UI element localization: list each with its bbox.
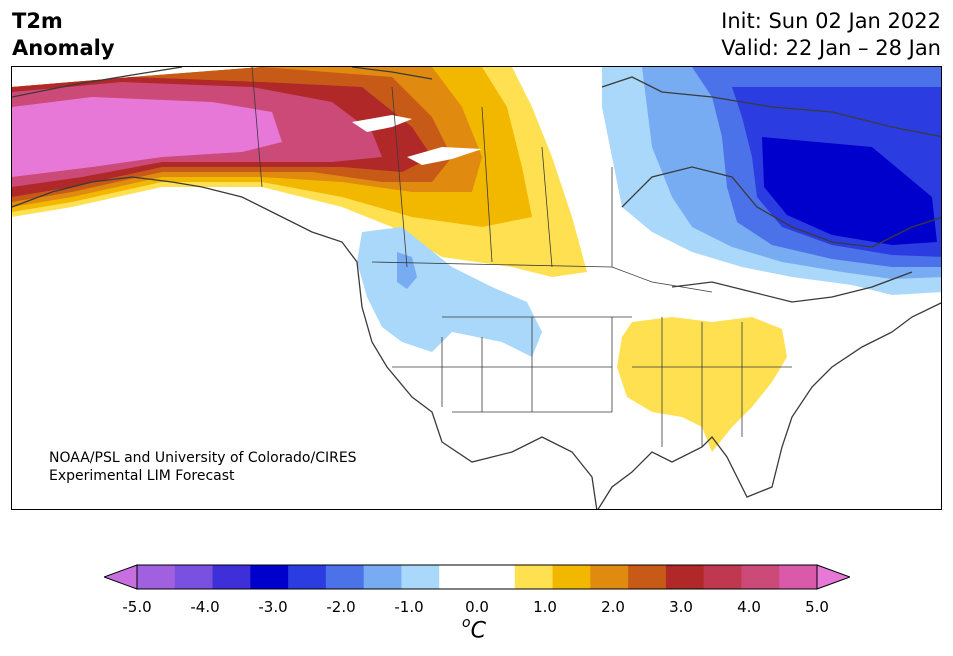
init-date: Init: Sun 02 Jan 2022 [721,9,941,33]
colorbar-cell [325,565,365,589]
colorbar-cell [703,565,742,589]
colorbar-cell [741,565,780,589]
colorbar-tick-label: -2.0 [326,598,356,616]
unit-celsius: C [470,618,486,644]
colorbar-left-arrow [104,564,138,590]
colorbar-cell [439,565,478,589]
cold-area-northwest-core [397,252,417,289]
colorbar-tick-label: 3.0 [669,598,693,616]
unit-degree: o [462,615,471,631]
colorbar-cell [552,565,591,589]
coastlines [12,67,941,509]
colorbar-cell [628,565,667,589]
colorbar-tick-label: -3.0 [258,598,288,616]
great-bear-lake [352,115,412,132]
colorbar-cell [250,565,289,589]
credit-line-1: NOAA/PSL and University of Colorado/CIRE… [49,450,357,466]
colorbar-cell [363,565,402,589]
colorbar-cell [590,565,629,589]
colorbar-tick-label: -1.0 [394,598,424,616]
colorbar-cell [477,565,516,589]
valid-range: Valid: 22 Jan – 28 Jan [721,36,941,60]
colorbar-tick-label: 2.0 [601,598,625,616]
cold-area-northeast-peak [762,137,937,245]
colorbar-tick-label: -4.0 [190,598,220,616]
colorbar-cell [174,565,214,589]
colorbar-cell [137,565,176,589]
colorbar-tick-label: 1.0 [533,598,557,616]
colorbar-right-arrow [816,564,850,590]
colorbar-tick-label: -5.0 [122,598,152,616]
map-canvas [12,67,941,509]
map-title: T2m Anomaly [12,8,115,62]
credit-text: NOAA/PSL and University of Colorado/CIRE… [49,449,357,485]
colorbar-tick-label: 4.0 [737,598,761,616]
colorbar-cell [212,565,251,589]
colorbar-cell [665,565,705,589]
colorbar-cell [288,565,327,589]
colorbar-cell [401,565,440,589]
colorbar-tick-label: 0.0 [465,598,489,616]
title-line-2: Anomaly [12,36,115,60]
forecast-info: Init: Sun 02 Jan 2022 Valid: 22 Jan – 28… [721,8,941,62]
colorbar-outline [136,564,818,590]
credit-line-2: Experimental LIM Forecast [49,468,235,484]
colorbar-tick-label: 5.0 [805,598,829,616]
warm-area-peak [12,97,282,177]
colorbar-cell [514,565,554,589]
political-borders [251,67,792,447]
colorbar-cell [779,565,818,589]
colorbar [104,564,850,590]
anomaly-map [11,66,942,510]
title-line-1: T2m [12,9,63,33]
great-slave-lake [407,147,482,165]
unit-label: oC [462,615,486,644]
